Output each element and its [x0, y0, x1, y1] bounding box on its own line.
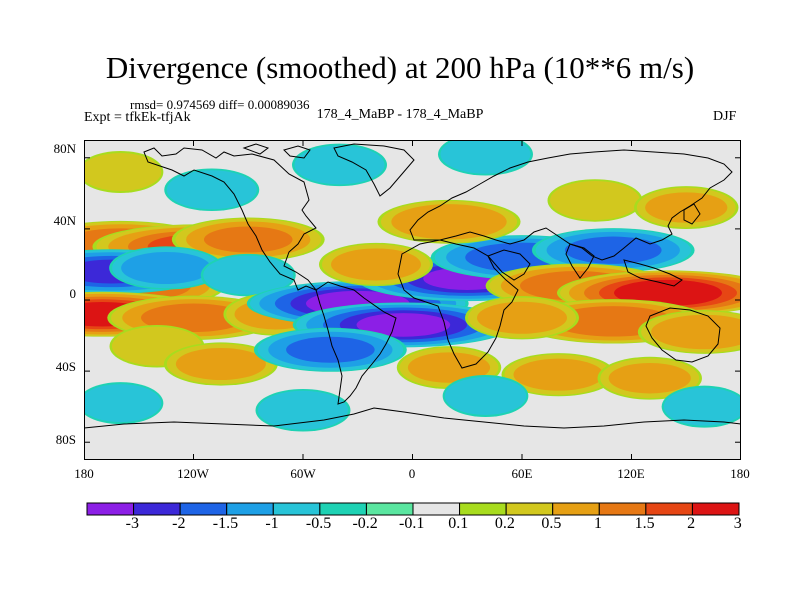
- x-tick-label: 60W: [290, 466, 316, 481]
- contour-band: [407, 352, 491, 383]
- contour-band: [84, 153, 162, 191]
- divergence-cell: [597, 356, 702, 400]
- divergence-cell: [292, 302, 515, 348]
- colorbar-label: 1.5: [634, 515, 655, 532]
- divergence-cell: [377, 199, 521, 244]
- divergence-cell: [109, 246, 224, 290]
- contour-band: [391, 204, 507, 240]
- colorbar-swatch: [459, 502, 507, 516]
- divergence-cell: [442, 375, 529, 417]
- colorbar-label: 0.1: [448, 515, 469, 532]
- contour-band: [564, 236, 662, 264]
- colorbar-label: -2: [172, 515, 186, 532]
- contour-band: [121, 252, 212, 284]
- divergence-cell: [465, 296, 579, 340]
- divergence-map: [84, 140, 741, 460]
- coastline-outline: [84, 143, 741, 429]
- colorbar-swatch: [86, 502, 135, 516]
- divergence-cell: [84, 151, 164, 193]
- contour-band: [175, 348, 266, 380]
- y-tick-label: 80S: [55, 432, 76, 447]
- divergence-cell: [84, 382, 164, 425]
- colorbar-label: 0.5: [541, 515, 562, 532]
- colorbar-label: 2: [687, 515, 696, 532]
- y-tick-label: 40S: [55, 359, 76, 374]
- contour-band: [166, 170, 257, 210]
- contour-band: [84, 384, 162, 423]
- experiment-label: Expt = tfkEk-tfjAk: [84, 110, 191, 125]
- contour-band: [477, 301, 567, 334]
- divergence-cell: [531, 228, 695, 273]
- axis-ticks: [84, 140, 741, 460]
- colorbar-label: 0.2: [494, 515, 515, 532]
- contour-band: [141, 303, 246, 333]
- divergence-field: [84, 140, 741, 460]
- x-tick-label: 180: [74, 466, 94, 481]
- period-label: 178_4_MaBP - 178_4_MaBP: [316, 107, 484, 122]
- colorbar-swatch: [598, 502, 647, 516]
- contour-band: [550, 180, 640, 220]
- contour-band: [645, 192, 728, 223]
- colorbar-swatch: [505, 502, 554, 516]
- divergence-cell: [547, 179, 643, 222]
- colorbar-swatch: [552, 502, 600, 516]
- contour-band: [203, 226, 293, 253]
- divergence-cell: [319, 242, 433, 287]
- map-title: Divergence (smoothed) at 200 hPa (10**6 …: [105, 50, 695, 85]
- colorbar-label: -1: [265, 515, 279, 532]
- colorbar-label: -1.5: [212, 515, 239, 532]
- divergence-cell: [255, 388, 351, 432]
- contour-band: [513, 358, 604, 391]
- contour-band: [608, 363, 691, 394]
- divergence-cell: [253, 327, 407, 372]
- divergence-cell: [637, 310, 741, 354]
- colorbar-swatch: [133, 502, 181, 516]
- x-tick-label: 120W: [177, 466, 209, 481]
- colorbar-label: -0.1: [399, 515, 425, 532]
- colorbar-label: -3: [125, 515, 139, 532]
- y-tick-label: 40N: [53, 213, 76, 228]
- colorbar-swatch: [319, 502, 367, 516]
- divergence-cell: [171, 217, 325, 262]
- divergence-cell: [438, 140, 533, 176]
- contour-band: [614, 279, 722, 306]
- contour-band: [440, 140, 531, 174]
- contour-band: [203, 255, 294, 295]
- season-label: DJF: [713, 109, 737, 124]
- contour-band: [444, 377, 527, 415]
- divergence-cell: [501, 353, 616, 397]
- colorbar-label: -0.2: [352, 515, 378, 532]
- divergence-cell: [634, 186, 739, 229]
- contour-band: [258, 390, 348, 430]
- colorbar-label: 3: [733, 515, 742, 532]
- colorbar-swatch: [645, 502, 693, 516]
- colorbar-swatch: [412, 502, 461, 516]
- y-tick-label: 0: [69, 286, 77, 301]
- x-tick-label: 120E: [617, 466, 645, 481]
- colorbar-swatch: [691, 502, 740, 516]
- colorbar-swatch: [272, 502, 321, 516]
- y-tick-label: 80N: [53, 141, 76, 156]
- stats-text: rmsd= 0.974569 diff= 0.00089036: [130, 97, 310, 112]
- colorbar-swatch: [226, 502, 274, 516]
- x-tick-label: 0: [408, 466, 416, 481]
- x-tick-label: 60E: [511, 466, 533, 481]
- contour-band: [356, 313, 451, 337]
- divergence-cell: [163, 342, 278, 386]
- divergence-cell: [164, 168, 260, 212]
- contour-band: [286, 336, 375, 363]
- colorbar-swatch: [179, 502, 228, 516]
- colorbar-label: -0.5: [305, 515, 332, 532]
- colorbar-label: 1: [594, 515, 602, 532]
- contour-band: [331, 248, 421, 281]
- x-tick-label: 180: [730, 466, 750, 481]
- divergence-cell: [292, 143, 387, 187]
- contour-band: [294, 145, 385, 185]
- colorbar: [86, 502, 740, 516]
- divergence-cell: [661, 385, 741, 428]
- contour-band: [663, 387, 741, 426]
- colorbar-swatch: [365, 502, 414, 516]
